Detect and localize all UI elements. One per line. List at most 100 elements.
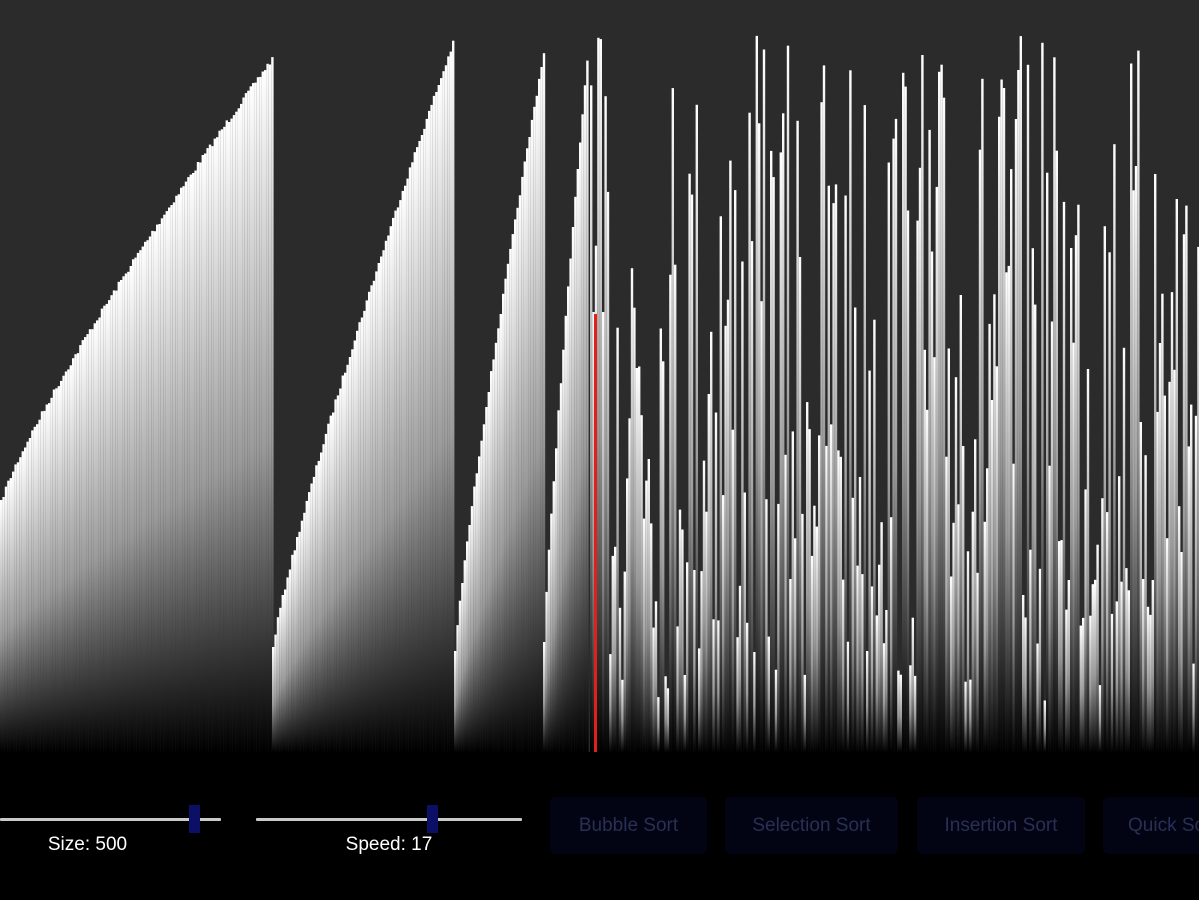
array-bar	[1163, 395, 1166, 752]
size-slider[interactable]	[0, 798, 221, 838]
array-bar	[887, 162, 890, 752]
array-bar	[134, 257, 137, 752]
array-bar	[714, 412, 718, 752]
speed-slider-thumb[interactable]	[426, 805, 438, 833]
speed-slider-track[interactable]	[256, 818, 522, 821]
array-bar	[971, 511, 974, 752]
array-bar	[79, 345, 82, 752]
array-bar	[1161, 293, 1164, 752]
array-bar	[950, 576, 953, 752]
array-bar	[1151, 580, 1154, 752]
array-bar	[358, 322, 361, 752]
array-bar	[404, 185, 407, 752]
array-bar	[60, 380, 63, 752]
array-bar	[890, 517, 893, 752]
array-bar	[842, 579, 845, 752]
array-bar	[382, 250, 385, 752]
array-bar	[765, 499, 768, 752]
array-bar	[1089, 615, 1092, 752]
array-bar	[518, 195, 522, 752]
array-visualization	[0, 35, 1199, 752]
array-bar	[1098, 685, 1102, 752]
array-bar	[906, 210, 910, 752]
array-bar	[303, 512, 306, 752]
array-bar	[550, 513, 553, 752]
array-bar	[729, 160, 732, 752]
array-bar	[100, 308, 104, 752]
array-bar	[861, 574, 864, 752]
array-bar	[401, 190, 404, 752]
array-bar	[458, 600, 462, 752]
array-bar	[623, 571, 626, 752]
size-slider-track[interactable]	[0, 818, 221, 821]
array-bar	[1005, 272, 1008, 752]
array-bar	[108, 300, 111, 752]
array-bar	[208, 144, 212, 752]
array-bar	[72, 358, 75, 752]
array-bar	[12, 471, 15, 752]
array-bar	[228, 122, 231, 752]
array-bar	[698, 648, 701, 752]
array-bar	[206, 148, 209, 752]
array-bar	[562, 349, 565, 752]
array-bar	[571, 227, 575, 752]
array-bar	[770, 150, 773, 752]
array-bar	[753, 652, 756, 752]
array-bar	[652, 627, 655, 752]
array-bar	[731, 429, 734, 752]
insertion-sort-button[interactable]: Insertion Sort	[917, 797, 1085, 854]
array-bar	[454, 651, 457, 752]
array-bar	[579, 142, 582, 752]
array-bar	[952, 522, 955, 752]
array-bar	[988, 323, 991, 752]
array-bar	[707, 394, 710, 752]
size-slider-thumb[interactable]	[189, 805, 201, 833]
array-bar	[480, 440, 483, 752]
array-bar	[899, 674, 902, 752]
array-bar	[954, 377, 958, 752]
array-bar	[312, 476, 316, 752]
array-bar	[986, 468, 989, 752]
array-bar	[317, 460, 320, 752]
array-bar	[1158, 343, 1162, 752]
array-bar	[717, 620, 720, 752]
array-bar	[1187, 446, 1190, 752]
quick-sort-button[interactable]: Quick Sort	[1103, 797, 1199, 854]
array-bar	[1000, 79, 1003, 752]
array-bar	[1060, 540, 1063, 752]
selection-sort-button[interactable]: Selection Sort	[725, 797, 898, 854]
array-bar	[339, 388, 342, 752]
array-bar	[399, 200, 402, 752]
array-bar	[418, 141, 421, 752]
speed-slider[interactable]	[256, 798, 522, 838]
array-bar	[392, 217, 395, 752]
array-bar	[482, 424, 486, 752]
array-bar	[1017, 70, 1020, 752]
array-bar	[187, 177, 190, 752]
array-bar	[830, 424, 833, 752]
array-bar	[1192, 663, 1195, 752]
array-bar	[839, 456, 842, 752]
array-bar	[693, 570, 696, 752]
array-bar	[758, 123, 761, 752]
array-bar	[645, 480, 648, 752]
array-bar	[423, 128, 426, 752]
array-bar	[216, 137, 219, 752]
array-bar	[581, 114, 584, 752]
active-bar	[594, 314, 597, 752]
array-bar	[810, 555, 814, 752]
array-bar	[168, 207, 171, 752]
array-bar	[719, 216, 722, 752]
array-bar	[249, 86, 252, 752]
array-bar	[240, 103, 243, 752]
array-bar	[1101, 498, 1104, 752]
array-bar	[504, 278, 507, 752]
array-bar	[204, 153, 207, 752]
bubble-sort-button[interactable]: Bubble Sort	[550, 797, 707, 854]
array-bar	[1130, 63, 1133, 752]
array-bar	[647, 459, 650, 752]
array-bar	[356, 330, 359, 752]
array-bar	[259, 76, 262, 752]
array-bar	[1096, 544, 1099, 752]
array-bar	[14, 464, 17, 752]
